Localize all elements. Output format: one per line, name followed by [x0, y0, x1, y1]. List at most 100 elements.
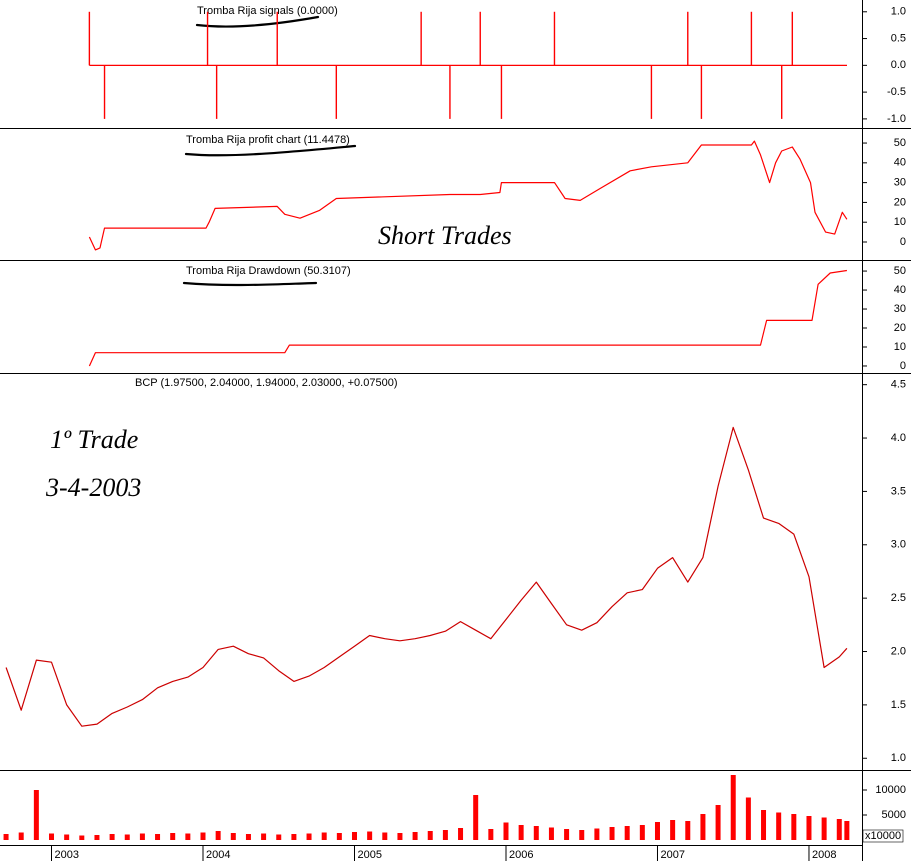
volume-bar	[245, 834, 251, 840]
y-tick-label: 10000	[875, 784, 906, 796]
volume-bar	[564, 829, 570, 840]
volume-bar	[730, 775, 736, 840]
volume-bar	[49, 833, 55, 840]
hand-annotation: 3-4-2003	[45, 473, 141, 502]
volume-bar	[200, 832, 206, 840]
signal-spike	[449, 65, 451, 119]
signal-spike	[276, 11, 278, 66]
volume-bar	[64, 834, 70, 840]
panel-title: Tromba Rija signals (0.0000)	[197, 5, 338, 17]
y-tick-label: 50	[894, 265, 906, 277]
volume-bar	[351, 832, 357, 840]
signal-spike	[420, 11, 422, 66]
x-tick-label: 2003	[55, 849, 79, 861]
signal-spike	[781, 65, 783, 119]
signal-spike	[553, 11, 556, 66]
y-tick-label: 3.5	[891, 485, 906, 497]
underline	[195, 15, 320, 28]
x-tick-label: 2007	[660, 849, 684, 861]
volume-bar	[458, 828, 464, 840]
volume-bar	[306, 833, 312, 840]
signal-spike	[215, 65, 218, 119]
y-tick-label: 3.0	[891, 539, 906, 551]
signal-spike	[206, 11, 209, 66]
y-tick-label: 2.0	[891, 645, 906, 657]
volume-bar	[3, 834, 9, 840]
y-tick-label: -1.0	[887, 113, 906, 125]
x-tick-label: 2008	[812, 849, 836, 861]
volume-bar	[18, 832, 24, 840]
volume-bar	[654, 822, 660, 840]
signal-spike	[650, 65, 653, 119]
panel-title: Tromba Rija Drawdown (50.3107)	[186, 265, 351, 277]
y-tick-label: 50	[894, 137, 906, 149]
volume-bar	[33, 790, 39, 840]
volume-bar	[594, 828, 600, 840]
volume-bar	[579, 830, 585, 840]
y-tick-label: 30	[894, 177, 906, 189]
y-tick-label: 1.5	[891, 699, 906, 711]
y-tick-label: 4.0	[891, 432, 906, 444]
volume-bar	[503, 822, 509, 840]
hand-underlines	[182, 15, 357, 287]
data-line	[88, 269, 847, 367]
volume-bar	[745, 797, 751, 840]
y-tick-label: 20	[894, 322, 906, 334]
signal-spike	[700, 65, 703, 119]
volume-bar	[336, 833, 342, 840]
volume-bar	[170, 833, 176, 840]
volume-bar	[685, 821, 691, 840]
signal-spike	[88, 11, 91, 66]
volume-bar	[230, 833, 236, 840]
signal-spike	[335, 65, 338, 119]
volume-bar	[548, 827, 554, 840]
volume-bar	[821, 817, 827, 840]
y-tick-label: 40	[894, 284, 906, 296]
volume-bar	[609, 827, 615, 840]
volume-bar	[412, 832, 418, 840]
y-tick-label: 30	[894, 303, 906, 315]
volume-bar	[624, 826, 630, 840]
signal-spike	[791, 11, 794, 66]
y-tick-label: 10	[894, 216, 906, 228]
underline	[184, 144, 357, 157]
volume-bar	[791, 814, 797, 840]
y-tick-label: 0	[900, 236, 906, 248]
y-tick-label: 4.5	[891, 379, 906, 391]
volume-bar	[518, 825, 524, 840]
y-tick-label: 2.5	[891, 592, 906, 604]
y-tick-label: 5000	[882, 809, 906, 821]
y-tick-label: 0	[900, 360, 906, 372]
data-line	[5, 426, 848, 727]
signal-spike	[479, 11, 481, 66]
volume-bar	[276, 834, 282, 840]
y-tick-label: 20	[894, 196, 906, 208]
volume-bar	[367, 831, 373, 840]
volume-bar	[382, 832, 388, 840]
volume-bar	[670, 820, 676, 840]
hand-annotation: Short Trades	[378, 221, 512, 250]
data-line	[88, 140, 848, 251]
volume-bar	[94, 835, 100, 840]
volume-bar	[700, 814, 706, 840]
hand-annotation: 1º Trade	[50, 425, 138, 454]
signal-spike	[687, 11, 689, 66]
underline	[182, 281, 318, 287]
y-tick-label: 10	[894, 341, 906, 353]
y-tick-label: 1.0	[891, 752, 906, 764]
volume-bar	[79, 835, 85, 840]
volume-bar	[806, 816, 812, 840]
unit-box	[862, 829, 904, 843]
panel-title: Tromba Rija profit chart (11.4478)	[186, 134, 350, 146]
volume-bar	[291, 834, 297, 840]
volume-bar	[473, 795, 479, 840]
volume-bar	[397, 833, 403, 840]
volume-bar	[442, 830, 448, 840]
volume-bar	[124, 834, 130, 840]
volume-bar	[321, 832, 327, 840]
volume-bar	[109, 834, 115, 840]
signal-spike	[103, 65, 106, 119]
